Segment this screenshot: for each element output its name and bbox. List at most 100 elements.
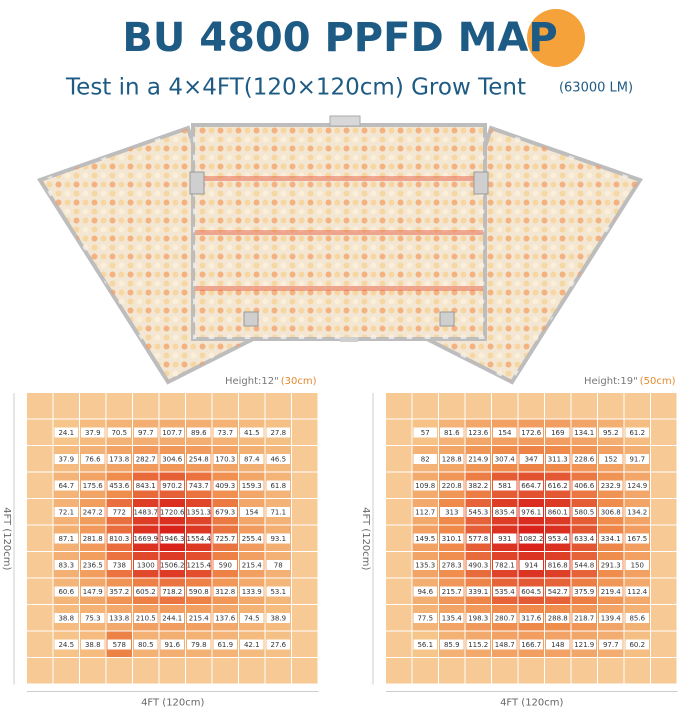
value-box bbox=[599, 560, 623, 570]
border-cell bbox=[212, 393, 238, 419]
value-box bbox=[107, 586, 131, 597]
value-label: 198.3 bbox=[468, 615, 488, 623]
value-label: 87.4 bbox=[244, 456, 260, 464]
value-label: 134.2 bbox=[627, 509, 647, 517]
value-label: 64.7 bbox=[58, 482, 74, 490]
value-label: 1215.4 bbox=[187, 562, 212, 570]
value-box bbox=[134, 480, 158, 491]
border-cell bbox=[265, 393, 291, 419]
value-label: 112.7 bbox=[415, 509, 435, 517]
value-box bbox=[440, 586, 464, 597]
value-label: 134.1 bbox=[574, 429, 594, 437]
border-cell bbox=[518, 658, 544, 684]
value-label: 73.7 bbox=[217, 429, 233, 437]
value-box bbox=[81, 613, 105, 623]
value-label: 914 bbox=[525, 562, 539, 570]
border-cell bbox=[598, 393, 624, 419]
value-box bbox=[493, 454, 517, 464]
value-box bbox=[160, 560, 184, 570]
value-box bbox=[160, 427, 184, 438]
value-label: 46.5 bbox=[270, 456, 286, 464]
border-cell bbox=[651, 552, 677, 578]
value-box bbox=[213, 586, 237, 597]
value-label: 633.4 bbox=[574, 535, 595, 543]
value-label: 1946.3 bbox=[160, 535, 185, 543]
value-label: 175.6 bbox=[83, 482, 104, 490]
border-cell bbox=[651, 525, 677, 551]
value-label: 139.4 bbox=[601, 615, 622, 623]
value-label: 544.8 bbox=[574, 562, 594, 570]
value-box bbox=[440, 427, 464, 438]
border-cell bbox=[53, 393, 79, 419]
border-cell bbox=[292, 605, 318, 631]
value-box bbox=[81, 586, 105, 597]
value-box bbox=[599, 427, 623, 438]
value-box bbox=[107, 507, 131, 517]
value-label: 725.7 bbox=[215, 535, 235, 543]
border-cell bbox=[651, 631, 677, 657]
value-box bbox=[625, 613, 649, 623]
value-label: 545.3 bbox=[468, 509, 488, 517]
value-box bbox=[107, 480, 131, 491]
value-box bbox=[134, 454, 158, 464]
value-label: 24.5 bbox=[58, 641, 74, 649]
border-cell bbox=[465, 658, 491, 684]
height-label: Height:12" (30cm) bbox=[225, 376, 317, 387]
value-label: 135.3 bbox=[415, 562, 435, 570]
value-box bbox=[466, 613, 490, 623]
border-cell bbox=[239, 393, 265, 419]
value-box bbox=[240, 613, 264, 623]
value-box bbox=[546, 586, 570, 597]
value-label: 577.8 bbox=[468, 535, 488, 543]
value-box bbox=[107, 427, 131, 438]
value-box bbox=[54, 613, 78, 623]
border-cell bbox=[651, 578, 677, 604]
border-cell bbox=[292, 578, 318, 604]
value-box bbox=[413, 613, 437, 623]
value-label: 578 bbox=[113, 641, 126, 649]
value-box bbox=[413, 586, 437, 597]
value-label: 1506.2 bbox=[160, 562, 185, 570]
border-cell bbox=[133, 658, 159, 684]
border-cell bbox=[27, 446, 53, 472]
value-box bbox=[213, 480, 237, 491]
value-label: 604.5 bbox=[521, 588, 541, 596]
height-label: Height:19" (50cm) bbox=[584, 376, 676, 387]
value-label: 220.8 bbox=[442, 482, 462, 490]
y-axis-label: 4FT (120cm) bbox=[1, 507, 12, 570]
border-cell bbox=[27, 658, 53, 684]
value-box bbox=[599, 454, 623, 464]
value-label: 347 bbox=[525, 456, 538, 464]
value-box bbox=[187, 533, 211, 544]
value-box bbox=[54, 454, 78, 464]
value-label: 94.6 bbox=[417, 588, 433, 596]
border-cell bbox=[386, 631, 412, 657]
value-box bbox=[81, 507, 105, 517]
border-cell bbox=[80, 393, 106, 419]
value-label: 72.1 bbox=[58, 509, 74, 517]
value-label: 89.6 bbox=[191, 429, 207, 437]
value-box bbox=[160, 639, 184, 650]
border-cell bbox=[265, 658, 291, 684]
value-label: 605.2 bbox=[136, 588, 156, 596]
value-label: 152 bbox=[604, 456, 617, 464]
value-box bbox=[546, 533, 570, 544]
value-box bbox=[625, 480, 649, 491]
value-box bbox=[466, 427, 490, 438]
value-box bbox=[519, 533, 543, 544]
value-label: 115.2 bbox=[468, 641, 488, 649]
value-box bbox=[81, 639, 105, 650]
border-cell bbox=[292, 631, 318, 657]
value-box bbox=[54, 639, 78, 650]
value-label: 616.2 bbox=[548, 482, 568, 490]
border-cell bbox=[386, 499, 412, 525]
value-label: 232.9 bbox=[601, 482, 621, 490]
value-label: 816.8 bbox=[548, 562, 568, 570]
value-box bbox=[519, 613, 543, 623]
value-label: 1300 bbox=[137, 562, 155, 570]
value-box bbox=[187, 613, 211, 623]
border-cell bbox=[386, 605, 412, 631]
value-label: 95.2 bbox=[603, 429, 619, 437]
border-cell bbox=[292, 393, 318, 419]
border-cell bbox=[624, 393, 650, 419]
